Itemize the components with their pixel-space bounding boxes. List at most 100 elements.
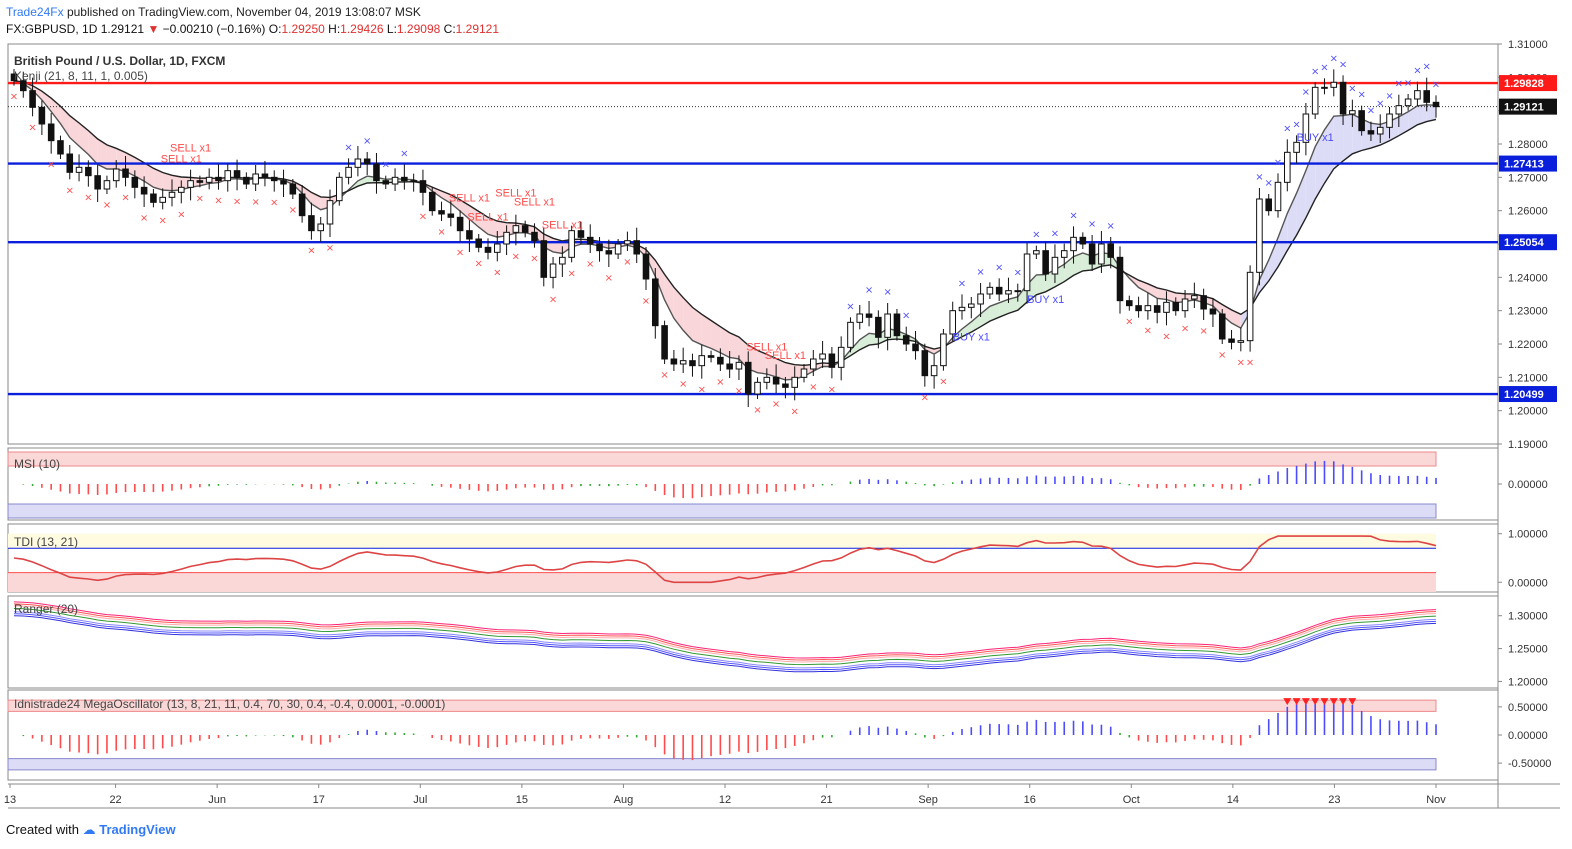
msi-pane-label: MSI (10) xyxy=(14,457,60,471)
time-tick-label: 14 xyxy=(1227,794,1239,806)
candle-body xyxy=(1098,243,1105,265)
megaoscillator-pane-label: Idnistrade24 MegaOscillator (13, 8, 21, … xyxy=(14,697,445,711)
buy-cross-marker: × xyxy=(1107,221,1115,232)
candle-body xyxy=(85,166,92,177)
high-value: 1.29426 xyxy=(340,22,384,36)
buy-cross-marker: × xyxy=(1423,62,1431,73)
candle-body xyxy=(586,236,594,245)
buy-cross-marker: × xyxy=(1302,87,1310,98)
candle-body xyxy=(614,243,622,255)
sell-cross-marker: × xyxy=(828,384,836,395)
candle-body xyxy=(596,243,603,252)
sell-cross-marker: × xyxy=(177,209,185,220)
candle-body xyxy=(1033,250,1040,255)
kenji-cloud-segment xyxy=(999,299,1009,318)
kenji-cloud-segment xyxy=(664,274,674,319)
kenji-cloud-segment xyxy=(32,85,42,100)
kenji-cloud-segment xyxy=(785,362,795,380)
candle-body xyxy=(559,256,566,265)
mega-sell-triangle xyxy=(1311,698,1320,706)
price-label-text: 1.20499 xyxy=(1504,389,1544,401)
tradingview-link[interactable]: TradingView xyxy=(99,822,176,837)
candle-body xyxy=(912,343,919,352)
kenji-cloud-segment xyxy=(1073,252,1083,276)
candle-body xyxy=(893,313,901,337)
last-price: 1.29121 xyxy=(100,22,145,36)
publisher-name[interactable]: Trade24Fx xyxy=(6,5,64,19)
sell-cross-marker: × xyxy=(214,196,222,207)
candle-body xyxy=(373,163,380,182)
footer: Created with ☁ TradingView xyxy=(6,822,176,838)
pane-tick-label: 0.00000 xyxy=(1508,730,1548,742)
candle-body xyxy=(261,173,269,178)
down-arrow-icon: ▼ xyxy=(147,22,160,36)
sell-cross-marker: × xyxy=(196,193,204,204)
sell-cross-marker: × xyxy=(716,377,724,388)
sell-signal-label: SELL x1 xyxy=(495,188,536,200)
sell-cross-marker: × xyxy=(623,257,631,268)
candle-body xyxy=(484,246,492,253)
time-tick-label: 12 xyxy=(719,794,731,806)
sell-cross-marker: × xyxy=(1218,350,1226,361)
candle-body xyxy=(243,176,250,185)
candle-body xyxy=(131,176,139,188)
candle-body xyxy=(122,168,129,178)
kenji-cloud-segment xyxy=(757,350,767,375)
candle-body xyxy=(112,168,120,182)
kenji-cloud-segment xyxy=(701,314,712,349)
sell-signal-label: SELL x1 xyxy=(449,193,490,205)
kenji-cloud-segment xyxy=(766,354,777,377)
price-label-text: 1.29121 xyxy=(1504,102,1544,114)
time-tick-label: Sep xyxy=(918,794,938,806)
kenji-cloud-segment xyxy=(1343,114,1353,161)
candle-body xyxy=(1107,243,1114,258)
candle-body xyxy=(754,381,761,395)
sell-cross-marker: × xyxy=(809,382,817,393)
candle-body xyxy=(326,200,334,225)
sell-cross-marker: × xyxy=(1237,357,1245,368)
price-tick-label: 1.27000 xyxy=(1508,172,1548,184)
candle-body xyxy=(856,313,864,323)
candle-body xyxy=(20,80,27,92)
sell-cross-marker: × xyxy=(586,259,594,270)
candle-body xyxy=(1051,256,1059,275)
kenji-cloud-segment xyxy=(488,217,498,238)
kenji-cloud-segment xyxy=(1324,116,1334,184)
kenji-cloud-segment xyxy=(79,123,89,155)
ranger-band-line xyxy=(13,611,1437,669)
sell-cross-marker: × xyxy=(735,386,743,397)
candle-body xyxy=(1246,271,1254,342)
mega-sell-triangle xyxy=(1283,698,1292,706)
kenji-cloud-segment xyxy=(116,148,126,172)
candle-body xyxy=(726,363,733,370)
ranger-band-line xyxy=(13,613,1437,671)
candle-body xyxy=(940,333,947,367)
sell-cross-marker: × xyxy=(679,379,687,390)
candle-body xyxy=(1265,198,1272,212)
candle-body xyxy=(810,358,817,370)
tdi-upper-zone xyxy=(8,533,1436,549)
published-text: published on TradingView.com, November 0… xyxy=(66,5,421,19)
candle-body xyxy=(800,368,808,378)
time-tick-label: 21 xyxy=(820,794,832,806)
candle-body xyxy=(949,310,956,335)
candle-body xyxy=(1386,113,1393,128)
candle-body xyxy=(1237,340,1245,343)
buy-signal-label: BUY x1 xyxy=(1027,294,1064,306)
candle-body xyxy=(1153,305,1161,313)
kenji-cloud-segment xyxy=(850,339,860,356)
candle-body xyxy=(103,180,111,190)
sell-cross-marker: × xyxy=(326,243,334,254)
sell-cross-marker: × xyxy=(1125,317,1133,328)
sell-cross-marker: × xyxy=(437,227,445,238)
sell-cross-marker: × xyxy=(456,248,464,259)
buy-cross-marker: × xyxy=(1320,62,1328,73)
price-tick-label: 1.26000 xyxy=(1508,206,1548,218)
tradingview-logo-icon: ☁ xyxy=(82,822,96,837)
pane-tick-label: -0.50000 xyxy=(1508,758,1551,770)
buy-cross-marker: × xyxy=(1032,230,1040,241)
open-label: O: xyxy=(268,22,282,36)
candle-body xyxy=(744,361,752,395)
candle-body xyxy=(1395,105,1403,115)
